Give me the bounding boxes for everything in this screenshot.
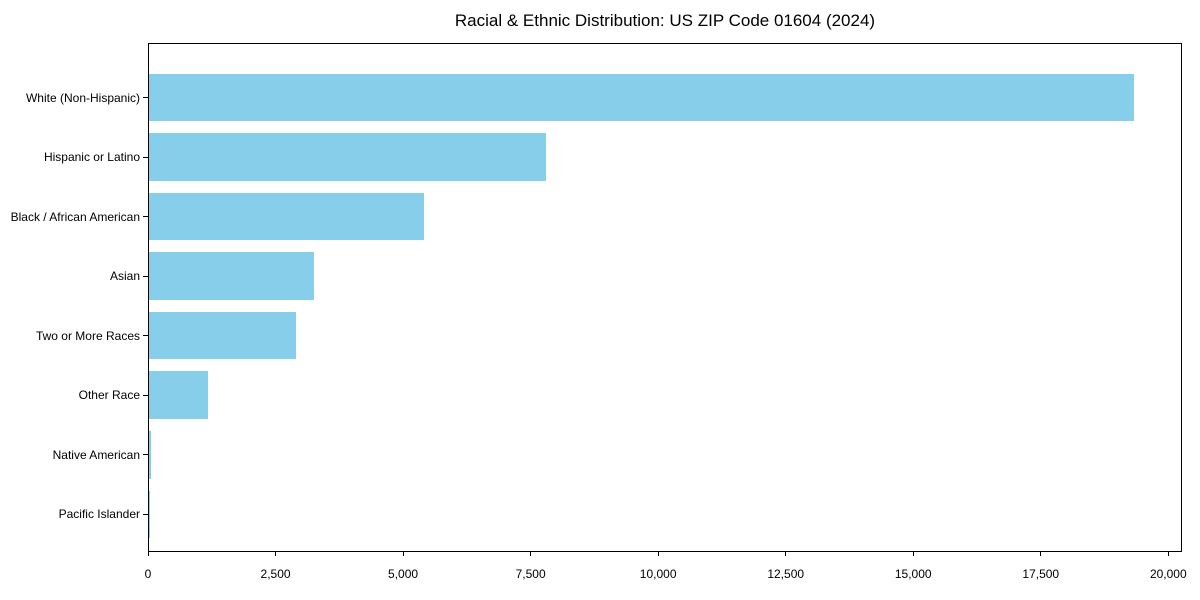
- x-tick-label: 5,000: [388, 567, 419, 581]
- x-tick-mark: [1040, 552, 1042, 556]
- y-axis-label: Two or More Races: [35, 328, 140, 343]
- y-axis-label: Black / African American: [10, 209, 140, 224]
- x-tick-mark: [275, 552, 277, 556]
- x-tick-label: 15,000: [894, 567, 932, 581]
- y-tick-mark: [143, 216, 148, 218]
- chart-title: Racial & Ethnic Distribution: US ZIP Cod…: [454, 11, 876, 30]
- plot-area: [148, 43, 1182, 552]
- x-tick-mark: [147, 552, 149, 556]
- y-axis-label: White (Non-Hispanic): [25, 90, 140, 105]
- x-tick-mark: [402, 552, 404, 556]
- bar: [149, 311, 296, 360]
- y-tick-mark: [143, 275, 148, 277]
- bar: [149, 73, 1134, 122]
- x-tick-label: 0: [144, 567, 152, 581]
- x-tick-label: 10,000: [639, 567, 677, 581]
- y-tick-mark: [143, 454, 148, 456]
- x-tick-mark: [785, 552, 787, 556]
- y-axis-label: Pacific Islander: [58, 507, 140, 522]
- bar: [149, 133, 546, 181]
- y-axis-label: Native American: [52, 447, 140, 462]
- x-tick-label: 12,500: [767, 567, 805, 581]
- x-tick-mark: [530, 552, 532, 556]
- bar: [149, 252, 315, 300]
- x-tick-label: 20,000: [1149, 567, 1187, 581]
- x-tick-label: 2,500: [260, 567, 291, 581]
- y-tick-mark: [143, 156, 148, 158]
- y-tick-mark: [143, 394, 148, 396]
- x-tick-mark: [657, 552, 659, 556]
- bar: [149, 431, 151, 479]
- x-tick-mark: [1167, 552, 1169, 556]
- y-axis-label: Other Race: [78, 388, 140, 403]
- y-axis-label: Asian: [109, 269, 140, 284]
- y-axis-label: Hispanic or Latino: [43, 150, 140, 165]
- bar: [149, 490, 150, 539]
- y-tick-mark: [143, 97, 148, 98]
- y-tick-mark: [143, 513, 148, 515]
- bar: [149, 371, 208, 420]
- y-tick-mark: [143, 335, 148, 337]
- x-tick-mark: [912, 552, 914, 556]
- x-tick-label: 17,500: [1022, 567, 1060, 581]
- x-tick-label: 7,500: [515, 567, 546, 581]
- bar: [149, 192, 424, 241]
